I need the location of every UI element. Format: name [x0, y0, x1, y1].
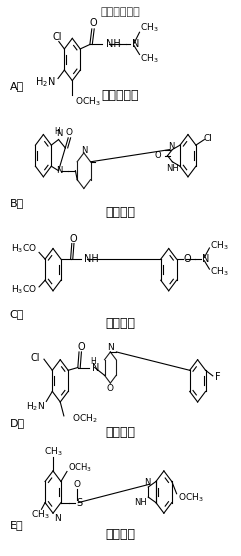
Text: 奥美拉唑: 奥美拉唑	[106, 528, 135, 542]
Text: H$_2$N: H$_2$N	[35, 75, 56, 88]
Text: OCH$_3$: OCH$_3$	[178, 492, 204, 504]
Text: 甲氧氯普胺: 甲氧氯普胺	[102, 89, 139, 102]
Text: OCH$_3$: OCH$_3$	[75, 96, 100, 108]
Text: O: O	[184, 254, 192, 264]
Text: CH$_3$: CH$_3$	[210, 240, 229, 252]
Text: B．: B．	[10, 198, 24, 208]
Text: H$_3$CO: H$_3$CO	[11, 243, 37, 255]
Text: CH$_3$: CH$_3$	[141, 22, 159, 34]
Text: N: N	[54, 514, 61, 523]
Text: NH: NH	[106, 39, 120, 49]
Text: NH: NH	[84, 254, 98, 264]
Text: E．: E．	[10, 520, 23, 530]
Text: OCH$_2$: OCH$_2$	[72, 413, 98, 425]
Text: N: N	[202, 254, 209, 264]
Text: H$_3$CO: H$_3$CO	[11, 284, 37, 296]
Text: 伊托必利: 伊托必利	[106, 317, 135, 330]
Text: CH$_3$: CH$_3$	[141, 52, 159, 64]
Text: O: O	[107, 384, 114, 393]
Text: H: H	[54, 127, 60, 136]
Text: N: N	[132, 39, 139, 49]
Text: O: O	[89, 18, 97, 28]
Text: CH$_3$: CH$_3$	[31, 509, 50, 521]
Text: D．: D．	[10, 418, 25, 428]
Text: CH$_3$: CH$_3$	[210, 265, 229, 277]
Text: S: S	[77, 498, 83, 508]
Text: N: N	[81, 146, 87, 155]
Text: O: O	[77, 342, 85, 353]
Text: N: N	[92, 363, 99, 373]
Text: Cl: Cl	[53, 32, 62, 42]
Text: NH: NH	[134, 498, 147, 507]
Text: 多潘立酮: 多潘立酮	[106, 206, 135, 219]
Text: C．: C．	[10, 309, 24, 319]
Text: O: O	[66, 128, 73, 137]
Text: N: N	[56, 130, 62, 138]
Text: Cl: Cl	[203, 134, 212, 143]
Text: N: N	[107, 343, 114, 352]
Text: 莫沙必利: 莫沙必利	[106, 425, 135, 439]
Text: H: H	[90, 358, 96, 366]
Text: N: N	[144, 478, 150, 487]
Text: CH$_3$: CH$_3$	[44, 445, 62, 458]
Text: OCH$_3$: OCH$_3$	[68, 461, 92, 474]
Text: N: N	[56, 166, 62, 175]
Text: Cl: Cl	[31, 353, 40, 363]
Text: O: O	[70, 234, 77, 244]
Text: 西药学专业一: 西药学专业一	[101, 7, 140, 17]
Text: A．: A．	[10, 81, 24, 91]
Text: F: F	[215, 372, 221, 382]
Text: O: O	[155, 151, 161, 160]
Text: N: N	[168, 142, 174, 151]
Text: H$_2$N: H$_2$N	[26, 401, 45, 413]
Text: NH: NH	[166, 164, 179, 173]
Text: O: O	[73, 480, 80, 489]
